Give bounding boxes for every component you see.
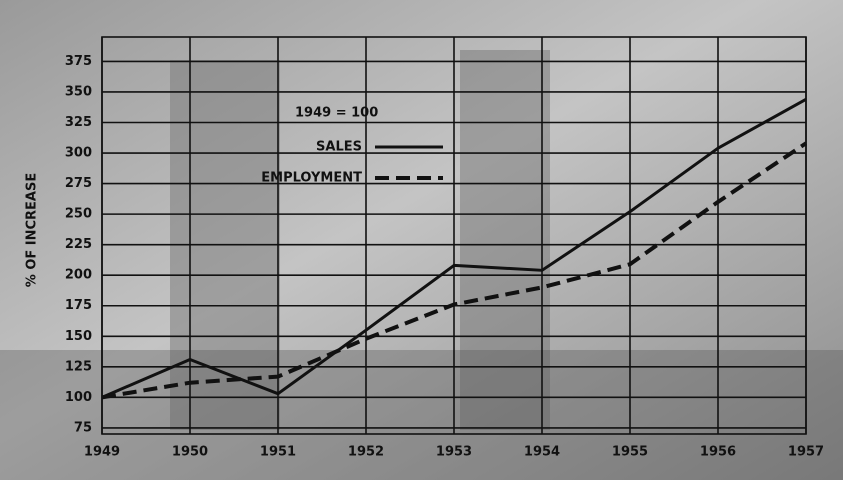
x-tick-label: 1956	[700, 445, 736, 460]
x-tick-label: 1952	[348, 445, 384, 460]
x-tick-label: 1949	[84, 445, 120, 460]
x-tick-label: 1951	[260, 445, 296, 460]
x-tick-label: 1957	[788, 445, 824, 460]
y-tick-label: 300	[65, 146, 92, 161]
y-tick-label: 225	[65, 237, 92, 252]
y-tick-label: 350	[65, 84, 92, 99]
y-tick-label: 275	[65, 176, 92, 191]
y-tick-label: 150	[65, 329, 92, 344]
y-tick-label: 100	[65, 390, 92, 405]
y-tick-label: 375	[65, 54, 92, 69]
photo-floor	[0, 350, 843, 480]
legend-note: 1949 = 100	[295, 106, 378, 121]
x-tick-label: 1953	[436, 445, 472, 460]
y-axis-label: % OF INCREASE	[25, 173, 40, 287]
y-tick-label: 75	[74, 420, 92, 435]
y-tick-label: 250	[65, 207, 92, 222]
x-tick-label: 1955	[612, 445, 648, 460]
legend-label: SALES	[316, 140, 362, 155]
legend-label: EMPLOYMENT	[261, 171, 362, 186]
data-line	[101, 97, 807, 399]
x-tick-label: 1954	[524, 445, 560, 460]
y-tick-label: 125	[65, 359, 92, 374]
y-tick-label: 325	[65, 115, 92, 130]
data-line	[101, 141, 808, 400]
y-tick-label: 175	[65, 298, 92, 313]
y-tick-label: 200	[65, 268, 92, 283]
x-tick-label: 1950	[172, 445, 208, 460]
